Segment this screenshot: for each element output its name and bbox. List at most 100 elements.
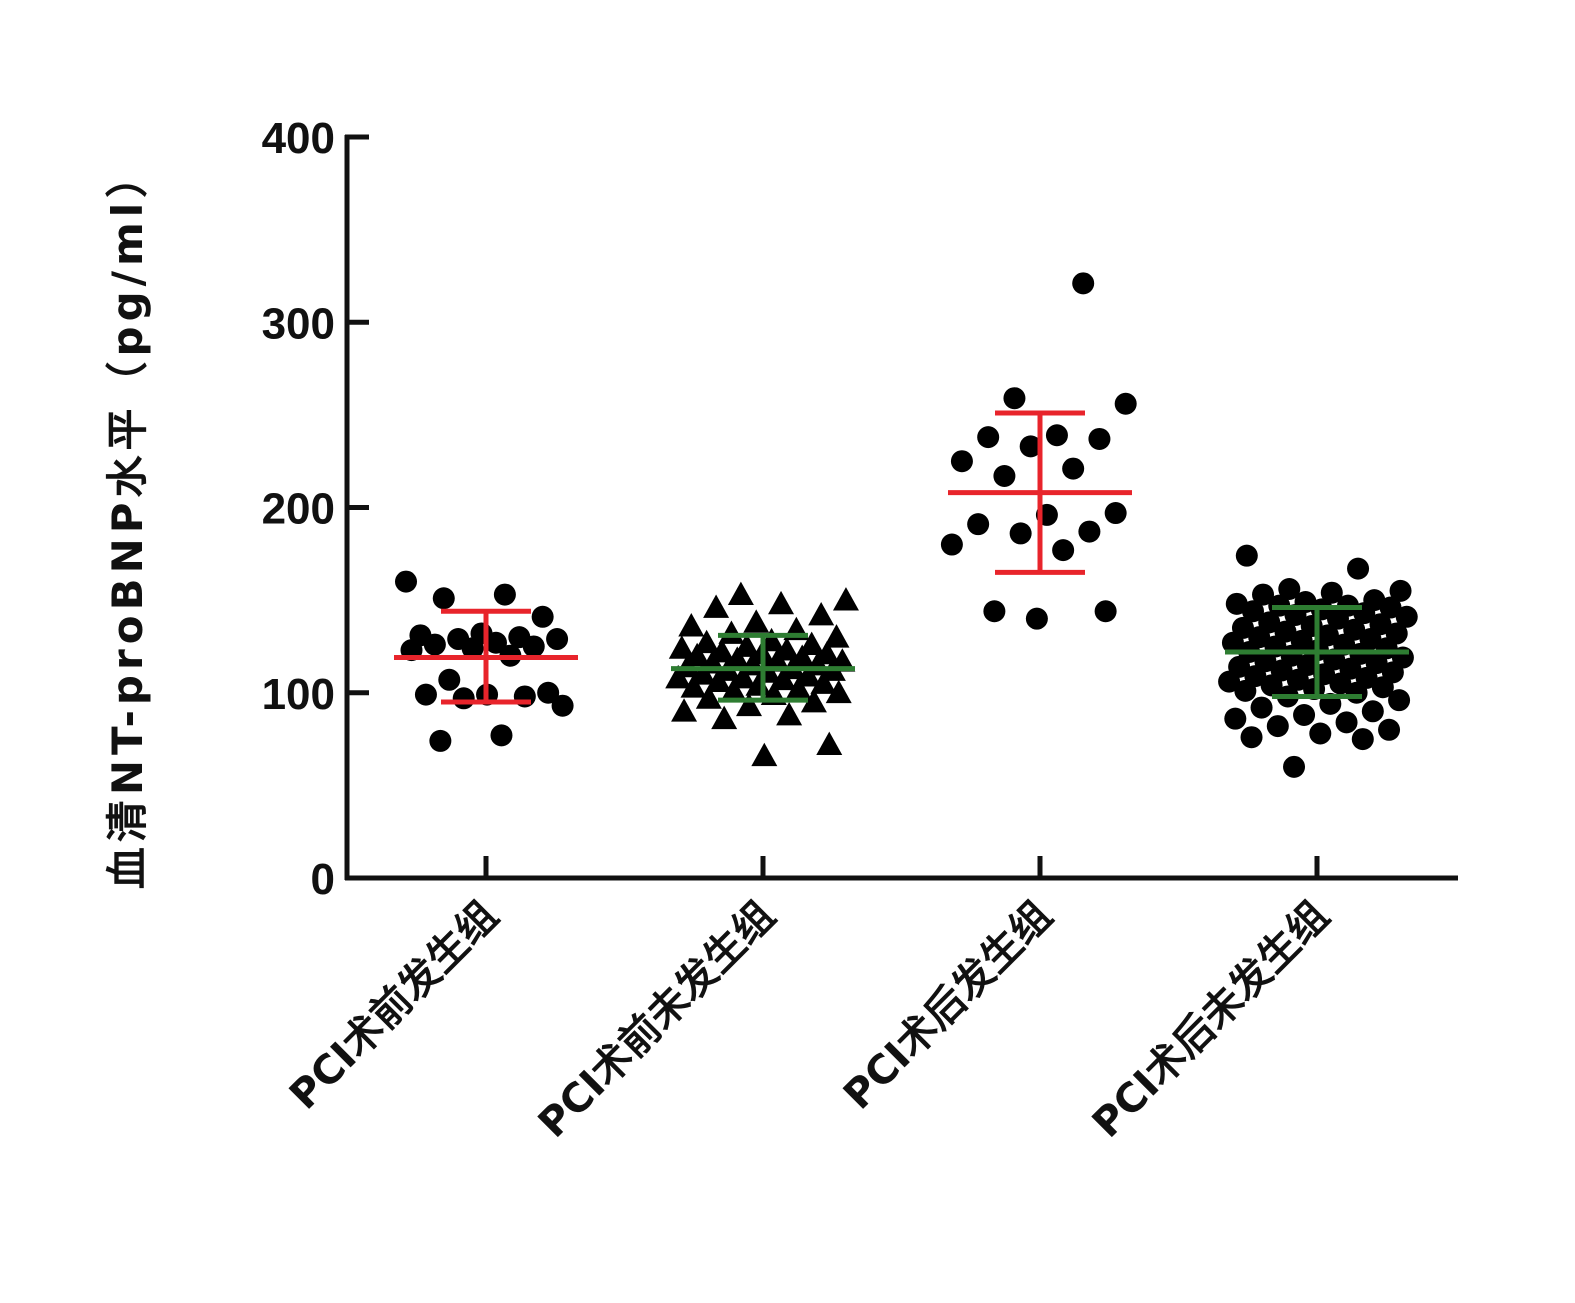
data-point (432, 587, 455, 610)
y-tick-label: 100 (262, 670, 335, 719)
data-points (395, 272, 1418, 778)
data-point (810, 670, 837, 694)
data-point (678, 613, 705, 637)
data-point (1094, 600, 1117, 623)
data-point (1062, 457, 1085, 480)
data-point (718, 620, 745, 644)
data-point (1345, 681, 1368, 704)
data-point (776, 701, 803, 726)
y-tick-label: 300 (262, 299, 335, 348)
data-point (993, 465, 1016, 488)
data-point (733, 633, 760, 657)
data-point (1389, 579, 1412, 602)
data-point (693, 629, 720, 654)
x-category-label: PCI术前未发生组 (530, 893, 784, 1147)
y-tick-label: 0 (311, 855, 335, 904)
data-point (825, 679, 852, 704)
data-point (452, 687, 475, 710)
data-point (798, 631, 825, 655)
data-point (1072, 272, 1095, 295)
data-point (967, 513, 990, 536)
data-point (1335, 711, 1358, 734)
data-point (680, 674, 707, 698)
data-point (727, 581, 754, 605)
data-point (1378, 718, 1401, 741)
data-point (983, 600, 1006, 623)
y-tick-label: 400 (262, 114, 335, 163)
data-point (1240, 726, 1263, 749)
data-point (1088, 427, 1111, 450)
data-point (1104, 502, 1127, 525)
data-point (414, 683, 437, 706)
data-point (1286, 668, 1309, 691)
data-point (1388, 689, 1411, 712)
data-point (668, 635, 695, 659)
data-point (795, 663, 822, 687)
data-point (461, 637, 484, 660)
data-point (1218, 670, 1241, 693)
data-point (735, 692, 762, 717)
data-point (808, 601, 835, 626)
data-point (1221, 631, 1244, 654)
data-point (703, 594, 730, 618)
data-point (395, 570, 417, 593)
data-point (1309, 722, 1332, 745)
data-point (484, 631, 507, 654)
data-point (816, 731, 843, 756)
data-point (1266, 715, 1289, 738)
y-axis-label: 血清NT-proBNP水平（pg/ml） (103, 151, 152, 889)
data-point (1025, 607, 1048, 630)
data-point (671, 698, 698, 722)
data-point (1379, 596, 1402, 619)
data-point (1045, 424, 1068, 447)
data-point (751, 742, 778, 767)
data-point (690, 661, 717, 685)
data-point (720, 677, 747, 702)
data-point (950, 450, 973, 473)
data-point (1326, 607, 1349, 630)
data-point (1351, 728, 1374, 751)
data-point (1019, 435, 1042, 458)
data-point (1235, 544, 1258, 567)
data-point (1361, 700, 1384, 723)
data-point (695, 685, 722, 709)
data-point (1114, 392, 1137, 415)
data-point (823, 624, 850, 648)
data-point (537, 681, 560, 704)
data-point (940, 533, 963, 556)
data-point (1347, 557, 1370, 580)
data-point (493, 583, 516, 606)
data-point (730, 664, 757, 689)
data-point (800, 689, 827, 713)
data-point (1224, 707, 1247, 730)
data-point (1252, 583, 1275, 606)
axis-labels: 血清NT-proBNP水平（pg/ml） (103, 151, 152, 889)
data-point (1003, 387, 1026, 410)
data-point (785, 676, 812, 700)
data-point (522, 635, 545, 658)
data-point (423, 633, 446, 656)
x-axis: PCI术前发生组 PCI术前未发生组 PCI术后发生组 PCI术后未发生组 (281, 856, 1458, 1147)
data-point (768, 590, 795, 615)
data-point (1283, 755, 1306, 778)
data-point (490, 724, 513, 747)
data-point (1009, 522, 1032, 545)
data-point (1241, 600, 1264, 623)
x-category-label: PCI术后未发生组 (1084, 893, 1338, 1147)
data-point (1078, 520, 1101, 543)
data-point (551, 694, 574, 717)
data-point (1320, 581, 1343, 604)
data-point (531, 605, 554, 628)
x-category-label: PCI术前发生组 (281, 893, 507, 1119)
y-axis: 0 100 200 300 400 (262, 114, 369, 904)
x-category-label: PCI术后发生组 (835, 893, 1061, 1119)
data-point (832, 587, 859, 611)
data-point (429, 729, 452, 752)
data-point (546, 628, 569, 651)
data-point (1250, 696, 1273, 719)
data-point (1329, 672, 1352, 695)
data-point (665, 664, 692, 689)
data-point (1260, 674, 1283, 697)
data-point (438, 668, 461, 691)
